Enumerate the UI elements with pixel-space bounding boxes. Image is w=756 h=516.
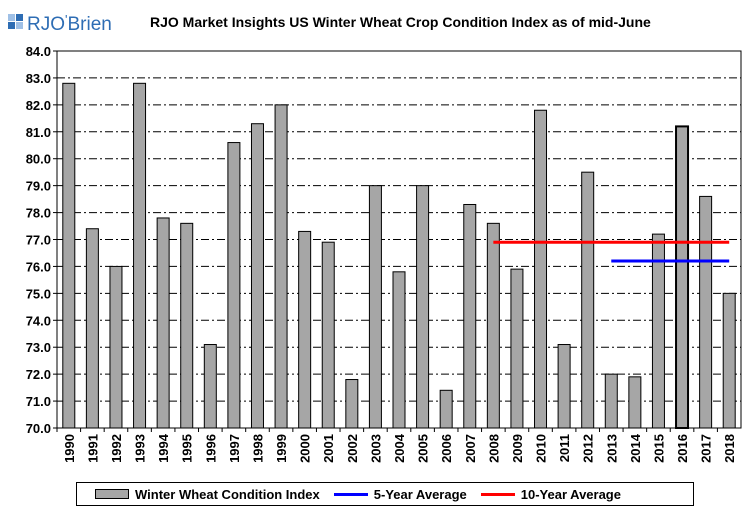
- bar-1995: [180, 222, 194, 429]
- x-tick-label: 2008: [486, 434, 501, 463]
- bar-2012: [581, 171, 595, 429]
- bar-2006: [439, 389, 453, 429]
- logo-apostrophe: ': [65, 12, 67, 27]
- chart-title: RJO Market Insights US Winter Wheat Crop…: [150, 14, 651, 30]
- rjo-brien-logo: RJO'Brien: [8, 12, 112, 35]
- bar-2011: [557, 344, 571, 429]
- y-tick-label: 79.0: [26, 179, 51, 194]
- bar-1997: [227, 142, 241, 429]
- x-tick-label: 2007: [463, 434, 478, 463]
- bar-2016: [675, 125, 690, 430]
- x-tick-label: 2010: [534, 434, 549, 463]
- bar-2009: [510, 268, 524, 429]
- y-tick-label: 72.0: [26, 367, 51, 382]
- y-tick-label: 74.0: [26, 313, 51, 328]
- average-lines: [493, 240, 730, 263]
- x-tick-label: 1991: [85, 434, 100, 463]
- bar-1996: [203, 344, 217, 429]
- x-tick-label: 2015: [651, 434, 666, 463]
- logo-text-left: RJO: [27, 14, 65, 35]
- x-tick-label: 2017: [699, 434, 714, 463]
- y-axis-ticks: 70.0 71.0 72.0 73.0 74.0 75.0 76.0 77.0 78.0 79.0…: [26, 44, 57, 436]
- bar-2004: [392, 271, 406, 429]
- x-tick-label: 2018: [722, 434, 737, 463]
- bar-2017: [699, 195, 713, 429]
- bar-2000: [298, 230, 312, 429]
- y-tick-label: 76.0: [26, 259, 51, 274]
- legend-swatch-5yr: [333, 492, 368, 496]
- bar-2018: [722, 292, 736, 429]
- x-tick-label: 2000: [298, 434, 313, 463]
- y-tick-label: 84.0: [26, 44, 51, 59]
- bar-2003: [368, 185, 382, 429]
- bar-2008: [486, 222, 500, 429]
- y-tick-label: 83.0: [26, 71, 51, 86]
- legend-item-condition-index: Winter Wheat Condition Index: [95, 487, 320, 502]
- legend-swatch-bar: [95, 489, 129, 499]
- x-tick-label: 2004: [392, 433, 407, 463]
- bar-2014: [628, 376, 642, 429]
- x-tick-label: 1992: [109, 434, 124, 463]
- x-tick-label: 2014: [628, 433, 643, 463]
- x-tick-label: 1993: [133, 434, 148, 463]
- x-tick-label: 1998: [250, 434, 265, 463]
- x-tick-label: 2003: [368, 434, 383, 463]
- bar-2015: [651, 233, 665, 429]
- logo-text-right: Brien: [67, 14, 111, 35]
- x-tick-label: 1995: [180, 434, 195, 463]
- y-tick-label: 81.0: [26, 125, 51, 140]
- y-tick-label: 80.0: [26, 152, 51, 167]
- x-tick-label: 2005: [416, 434, 431, 463]
- bar-1992: [109, 265, 123, 429]
- svg-text:RJO'Brien: RJO'Brien: [27, 12, 112, 35]
- bar-2002: [345, 379, 359, 429]
- x-tick-label: 2012: [581, 434, 596, 463]
- bar-1993: [133, 82, 147, 429]
- x-tick-label: 1990: [62, 434, 77, 463]
- x-tick-label: 1994: [156, 433, 171, 463]
- y-tick-label: 82.0: [26, 98, 51, 113]
- bar-1998: [250, 123, 264, 429]
- x-tick-label: 1996: [203, 434, 218, 463]
- bar-1990: [62, 82, 76, 429]
- x-tick-label: 2006: [439, 434, 454, 463]
- y-tick-label: 77.0: [26, 233, 51, 248]
- x-tick-label: 2016: [675, 434, 690, 463]
- legend-item-5yr: 5-Year Average: [333, 486, 467, 502]
- legend-label-10yr: 10-Year Average: [520, 486, 621, 502]
- y-tick-label: 70.0: [26, 421, 51, 436]
- legend: Winter Wheat Condition Index 5-Year Aver…: [76, 482, 694, 506]
- legend-label-condition-index: Winter Wheat Condition Index: [135, 486, 320, 502]
- y-tick-label: 71.0: [26, 394, 51, 409]
- x-tick-label: 2002: [345, 434, 360, 463]
- x-tick-label: 2013: [604, 434, 619, 463]
- x-tick-label: 1999: [274, 434, 289, 463]
- y-tick-label: 78.0: [26, 206, 51, 221]
- bar-1991: [85, 228, 99, 429]
- legend-item-10yr: 10-Year Average: [480, 486, 621, 502]
- bar-1999: [274, 104, 288, 429]
- bar-2005: [416, 185, 430, 429]
- bar-2007: [463, 203, 477, 429]
- bar-2010: [534, 109, 548, 429]
- bars: [62, 82, 736, 430]
- legend-swatch-10yr: [480, 492, 515, 496]
- x-axis-ticks: 1990 1991 1992 1993 1994 1995 1996 1997 1998 1999…: [56, 428, 737, 463]
- x-tick-label: 2009: [510, 434, 525, 463]
- y-tick-label: 73.0: [26, 340, 51, 355]
- bar-2001: [321, 241, 335, 429]
- x-tick-label: 1997: [227, 434, 242, 463]
- bar-2013: [604, 373, 618, 429]
- legend-label-5yr: 5-Year Average: [373, 486, 467, 502]
- bar-1994: [156, 217, 170, 429]
- x-tick-label: 2001: [321, 434, 336, 463]
- x-tick-label: 2011: [557, 434, 572, 462]
- plot-area: [56, 50, 742, 429]
- y-tick-label: 75.0: [26, 286, 51, 301]
